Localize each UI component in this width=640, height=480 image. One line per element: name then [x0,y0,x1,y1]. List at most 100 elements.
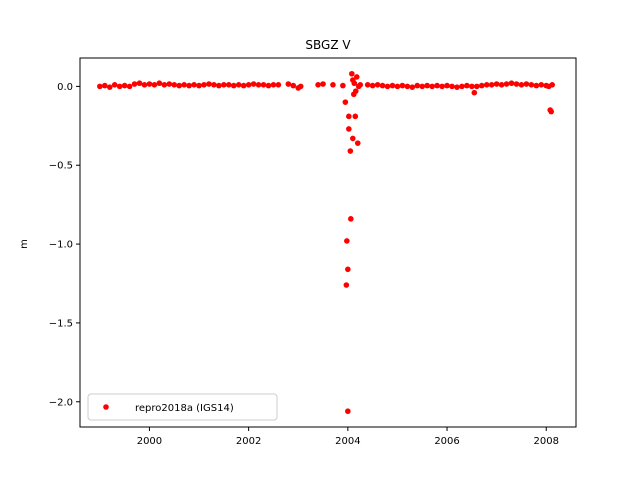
data-point [399,82,406,89]
data-point [221,82,227,88]
data-point [270,82,277,88]
data-point [345,408,351,415]
data-point [350,77,356,83]
data-point [508,80,515,87]
data-point [275,82,282,88]
legend-box [87,393,278,421]
x-tick-label: 2000 [137,436,162,447]
data-point [498,82,505,88]
data-point [211,82,217,88]
data-point [483,82,490,88]
data-point [434,82,440,89]
data-point [471,89,478,96]
data-point [469,83,475,90]
x-axis-ticks: 2000 2002 2004 2006 2008 [137,427,559,447]
x-tick-label: 2002 [236,436,261,447]
data-point [439,83,445,90]
data-point [226,82,232,88]
data-point [513,81,520,87]
data-point [474,83,480,90]
data-point [245,82,252,88]
data-point [250,81,257,87]
data-point [216,82,222,89]
data-point [518,82,525,88]
data-point [344,238,350,244]
data-point [538,82,545,88]
data-point [478,82,485,89]
data-points-layer [97,70,555,415]
data-point [166,81,173,87]
data-point [151,82,158,88]
data-point [161,82,168,88]
data-point [320,81,326,87]
legend: repro2018a (IGS14) [87,393,278,421]
data-point [352,113,359,120]
chart-title: SBGZ V [305,38,351,52]
data-point [404,83,411,90]
x-tick-label: 2004 [335,436,360,447]
data-point [131,81,138,87]
data-point [230,82,237,89]
data-point [454,84,460,90]
data-point [549,82,555,88]
data-point [528,82,535,88]
x-tick-label: 2006 [434,436,459,447]
legend-marker [103,404,109,410]
data-point [523,81,530,87]
data-point [346,126,352,132]
data-point [235,82,242,88]
data-point [409,84,416,90]
y-tick-label: −1.5 [49,318,73,329]
data-point [136,80,143,87]
data-point [196,82,202,89]
data-point [330,82,336,88]
data-point [121,82,128,89]
data-point [488,82,495,88]
data-point [533,82,540,89]
data-point [315,82,321,88]
data-point [342,99,349,105]
data-point [97,83,103,90]
data-point [354,140,361,146]
data-point [384,83,391,90]
data-point [419,83,426,90]
data-point [374,82,381,88]
y-axis-label: m [19,239,30,249]
data-point [265,82,272,89]
data-point [297,83,304,90]
data-point [364,82,371,88]
data-point [347,148,354,154]
plot-frame [79,57,577,428]
data-point [424,82,431,89]
y-axis-ticks: 0.0 −0.5 −1.0 −1.5 −2.0 [49,82,80,408]
data-point [255,82,262,88]
data-point [141,82,148,88]
data-point [503,81,510,87]
data-point [156,80,163,87]
data-point [345,266,351,273]
data-point [349,70,355,77]
data-point [548,108,554,115]
data-point [493,81,500,87]
data-point [240,82,247,89]
data-point [285,81,292,87]
data-point [201,82,207,88]
data-point [116,83,123,90]
data-point [444,82,450,89]
data-point [340,82,346,89]
x-tick-label: 2008 [534,436,559,447]
data-point [102,82,108,89]
data-point [357,82,364,88]
data-point [353,74,360,80]
y-tick-label: 0.0 [57,82,73,93]
data-point [429,83,435,90]
data-point [459,83,465,90]
data-point [176,82,182,89]
data-point [126,83,133,90]
data-point [394,83,401,90]
data-point [379,82,386,89]
data-point [352,88,359,94]
y-tick-label: −1.0 [49,240,73,251]
data-point [389,82,396,89]
